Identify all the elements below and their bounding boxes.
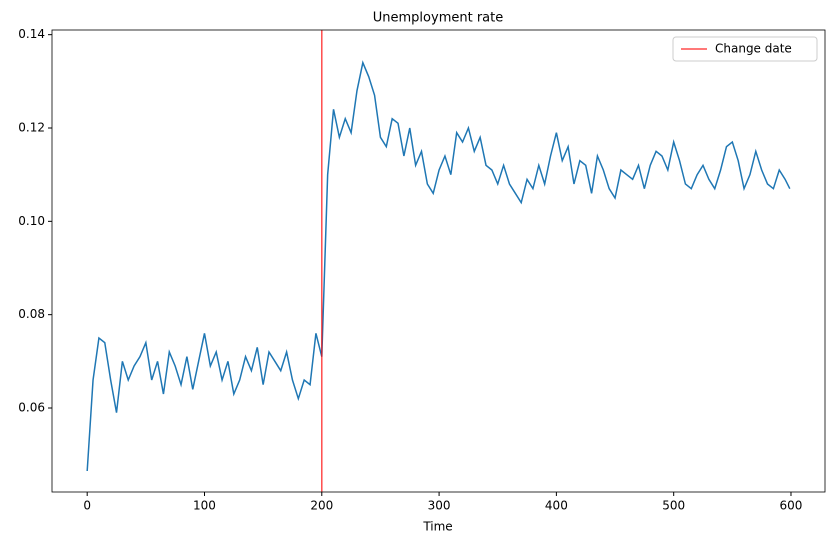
- chart-title: Unemployment rate: [373, 11, 503, 26]
- y-tick-label: 0.06: [18, 401, 45, 415]
- y-tick-label: 0.14: [18, 27, 45, 41]
- x-tick-label: 600: [780, 499, 803, 513]
- plot-frame: [51, 29, 826, 493]
- legend-box: [672, 36, 818, 62]
- x-tick-label: 200: [310, 499, 333, 513]
- x-tick-label: 100: [193, 499, 216, 513]
- x-tick-label: 500: [662, 499, 685, 513]
- legend-label: Change date: [715, 42, 792, 56]
- y-tick-label: 0.12: [18, 121, 45, 135]
- y-tick-label: 0.08: [18, 307, 45, 321]
- x-tick-label: 0: [83, 499, 91, 513]
- line-series: [86, 60, 791, 472]
- x-tick-label: 400: [545, 499, 568, 513]
- x-tick-label: 300: [428, 499, 451, 513]
- y-tick-label: 0.10: [18, 214, 45, 228]
- x-axis-label: Time: [422, 520, 452, 534]
